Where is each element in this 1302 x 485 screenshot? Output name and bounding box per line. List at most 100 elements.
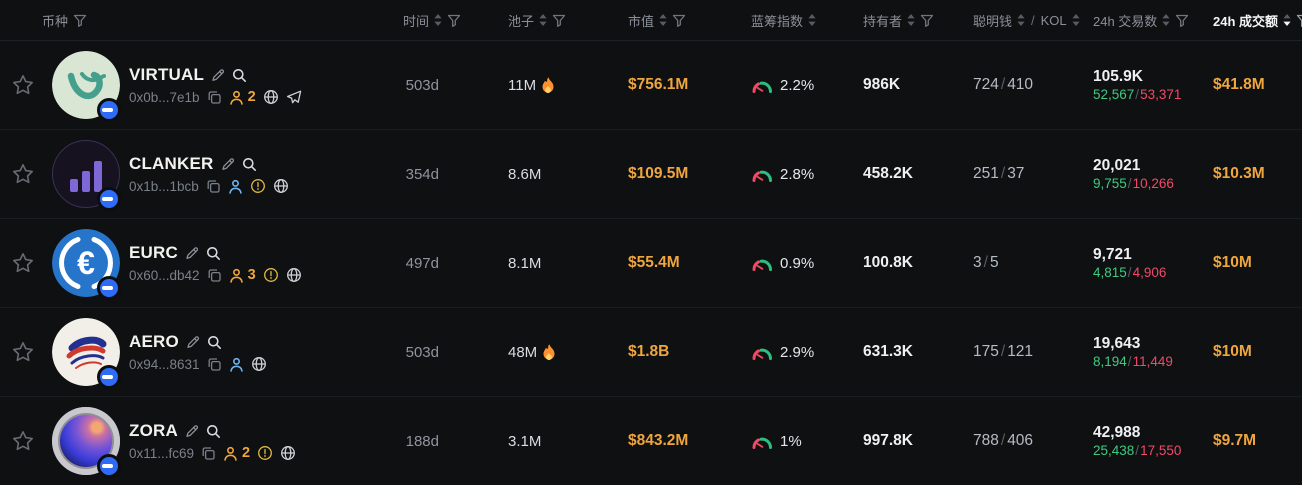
globe-icon[interactable] xyxy=(280,445,296,461)
search-icon[interactable] xyxy=(242,157,257,172)
edit-icon[interactable] xyxy=(221,157,235,171)
col-token[interactable]: 币种 xyxy=(0,11,380,30)
table-row[interactable]: AERO 0x94...8631 503d 48M $1.8B 2.9% 6 xyxy=(0,308,1302,397)
col-mcap[interactable]: 市值 xyxy=(560,11,745,30)
sort-icon[interactable] xyxy=(907,14,915,26)
telegram-icon[interactable] xyxy=(286,90,302,105)
search-icon[interactable] xyxy=(232,68,247,83)
table-row[interactable]: € EURC 0x60...db42 3 497d xyxy=(0,219,1302,308)
globe-icon[interactable] xyxy=(263,89,279,105)
filter-icon[interactable] xyxy=(73,14,87,27)
flame-icon xyxy=(543,343,555,360)
txns-total: 19,643 xyxy=(1093,335,1141,352)
globe-icon[interactable] xyxy=(251,356,267,372)
sort-icon[interactable] xyxy=(1017,14,1025,26)
separator: / xyxy=(1135,443,1140,458)
token-cell[interactable]: ZORA 0x11...fc69 2 xyxy=(46,407,380,478)
edit-icon[interactable] xyxy=(186,335,200,349)
col-txns[interactable]: 24h 交易数 xyxy=(1085,11,1205,30)
svg-text:€: € xyxy=(77,245,95,281)
holder-icon[interactable] xyxy=(223,446,238,461)
filter-icon[interactable] xyxy=(1175,14,1189,27)
edit-icon[interactable] xyxy=(211,68,225,82)
token-address: 0x0b...7e1b xyxy=(129,89,200,105)
favorite-star-icon[interactable] xyxy=(11,162,35,186)
col-pool-label: 池子 xyxy=(508,13,535,29)
holder-icon[interactable] xyxy=(228,179,243,194)
separator: / xyxy=(1000,165,1006,182)
token-cell[interactable]: € EURC 0x60...db42 3 xyxy=(46,229,380,300)
warning-icon[interactable] xyxy=(257,445,273,461)
favorite-star-icon[interactable] xyxy=(11,340,35,364)
table-row[interactable]: ZORA 0x11...fc69 2 188d 3.1M $843.2M 1% xyxy=(0,397,1302,485)
table-row[interactable]: CLANKER 0x1b...1bcb 354d 8.6M $109.5M 2.… xyxy=(0,130,1302,219)
copy-icon[interactable] xyxy=(207,268,222,283)
token-name[interactable]: VIRTUAL xyxy=(129,65,205,84)
sells-value: 53,371 xyxy=(1140,87,1182,102)
search-icon[interactable] xyxy=(206,424,221,439)
token-avatar[interactable] xyxy=(52,51,121,122)
col-bluechip[interactable]: 蓝筹指数 xyxy=(745,11,855,30)
token-avatar[interactable] xyxy=(52,407,121,478)
filter-icon[interactable] xyxy=(447,14,461,27)
col-age[interactable]: 时间 xyxy=(380,11,465,30)
edit-icon[interactable] xyxy=(185,424,199,438)
col-volume-active[interactable]: 24h 成交额 xyxy=(1205,11,1302,30)
copy-icon[interactable] xyxy=(201,446,216,461)
holder-icon[interactable] xyxy=(229,90,244,105)
filter-icon[interactable] xyxy=(672,14,686,27)
globe-icon[interactable] xyxy=(273,178,289,194)
col-holders[interactable]: 持有者 xyxy=(855,11,965,30)
copy-icon[interactable] xyxy=(206,179,221,194)
sort-icon[interactable] xyxy=(659,14,667,26)
search-icon[interactable] xyxy=(207,335,222,350)
col-volume-label: 24h 成交额 xyxy=(1213,13,1279,29)
sort-icon[interactable] xyxy=(1072,14,1080,26)
txns-cell: 19,643 8,194/11,449 xyxy=(1085,334,1205,370)
search-icon[interactable] xyxy=(206,246,221,261)
edit-icon[interactable] xyxy=(185,246,199,260)
pool-cell: 48M xyxy=(465,344,560,361)
holder-icon[interactable] xyxy=(229,357,244,372)
filter-icon[interactable] xyxy=(920,14,934,27)
sells-value: 11,449 xyxy=(1132,354,1173,369)
buys-value: 4,815 xyxy=(1093,265,1127,280)
mcap-cell: $55.4M xyxy=(628,254,680,271)
sort-icon[interactable] xyxy=(539,14,547,26)
token-cell[interactable]: CLANKER 0x1b...1bcb xyxy=(46,140,380,211)
sort-icon[interactable] xyxy=(808,14,816,26)
txns-cell: 42,988 25,438/17,550 xyxy=(1085,423,1205,459)
col-txns-label: 24h 交易数 xyxy=(1093,13,1158,29)
age-cell: 503d xyxy=(405,343,439,361)
warning-icon[interactable] xyxy=(263,267,279,283)
favorite-star-icon[interactable] xyxy=(11,251,35,275)
table-row[interactable]: VIRTUAL 0x0b...7e1b 2 503d 11M $756.1M xyxy=(0,41,1302,130)
copy-icon[interactable] xyxy=(207,90,222,105)
globe-icon[interactable] xyxy=(286,267,302,283)
holder-icon[interactable] xyxy=(229,268,244,283)
pool-cell: 11M xyxy=(465,77,560,94)
token-avatar[interactable] xyxy=(52,140,121,211)
favorite-star-icon[interactable] xyxy=(11,429,35,453)
sort-icon-active[interactable] xyxy=(1283,14,1291,26)
col-pool[interactable]: 池子 xyxy=(465,11,566,30)
volume-cell: $9.7M xyxy=(1213,432,1257,449)
token-name[interactable]: CLANKER xyxy=(129,154,214,173)
token-avatar[interactable]: € xyxy=(52,229,121,300)
bluechip-value: 0.9% xyxy=(780,254,815,272)
token-name[interactable]: AERO xyxy=(129,332,179,351)
smart-kol-cell: 251/37 xyxy=(965,165,1085,183)
filter-icon[interactable] xyxy=(1296,14,1302,27)
token-avatar[interactable] xyxy=(52,318,121,389)
sort-icon[interactable] xyxy=(1162,14,1170,26)
token-name[interactable]: EURC xyxy=(129,243,178,262)
filter-icon[interactable] xyxy=(552,14,566,27)
token-name[interactable]: ZORA xyxy=(129,421,178,440)
copy-icon[interactable] xyxy=(207,357,222,372)
sort-icon[interactable] xyxy=(434,14,442,26)
token-cell[interactable]: VIRTUAL 0x0b...7e1b 2 xyxy=(46,51,380,122)
warning-icon[interactable] xyxy=(250,178,266,194)
col-smart-kol[interactable]: 聪明钱 / KOL xyxy=(965,11,1085,30)
favorite-star-icon[interactable] xyxy=(11,73,35,97)
token-cell[interactable]: AERO 0x94...8631 xyxy=(46,318,380,389)
